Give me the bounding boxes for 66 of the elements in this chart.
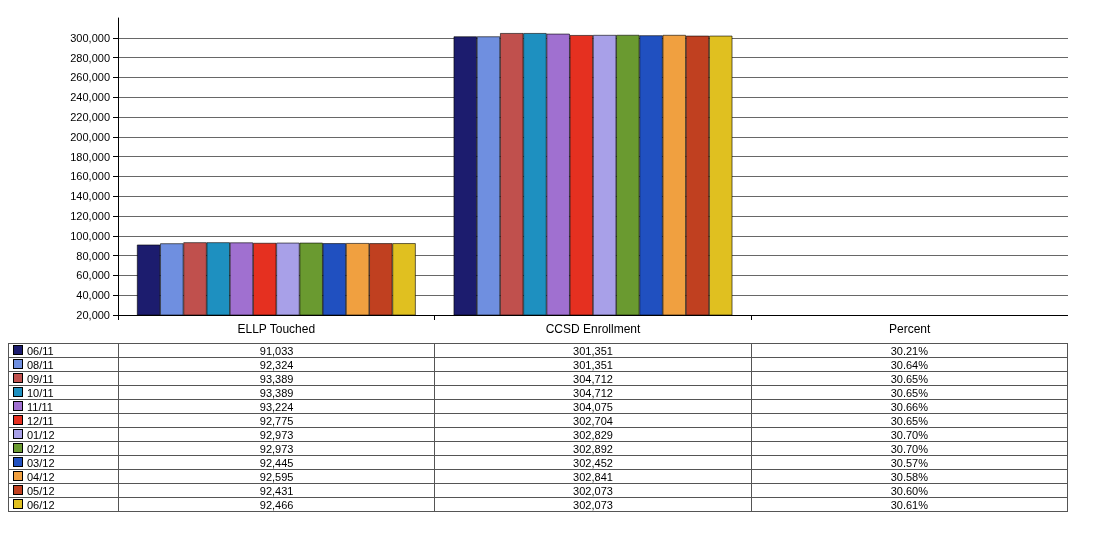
data-label: 92,775 (118, 413, 435, 428)
legend-label: 12/11 (8, 413, 119, 428)
text: 30.65% (890, 372, 928, 385)
data-label: 301,351 (434, 343, 752, 358)
text: 30.66% (890, 400, 928, 413)
data-label: 92,973 (118, 441, 435, 456)
y-tick-label: 20,000 (76, 309, 110, 321)
legend-label: 01/12 (8, 427, 119, 442)
y-tick-label: 100,000 (70, 229, 110, 242)
text: 30.61% (890, 498, 928, 511)
data-label: 304,712 (434, 385, 752, 400)
data-label: 302,073 (434, 497, 752, 512)
y-tick-label: 260,000 (70, 71, 110, 84)
y-tick-label: 220,000 (70, 111, 110, 123)
legend-label: 09/11 (8, 371, 119, 386)
text: 30.70% (890, 428, 928, 441)
y-tick-label: 160,000 (70, 170, 110, 183)
y-tick-label: 80,000 (76, 249, 110, 262)
x-tick-label: Percent (888, 322, 932, 336)
y-tick-label: 200,000 (70, 130, 110, 143)
text: 30.60% (890, 484, 928, 497)
data-label: 93,389 (118, 385, 435, 400)
legend-label: 10/11 (8, 385, 119, 400)
text: 30.58% (890, 470, 928, 483)
text: 30.65% (890, 386, 928, 399)
text: 30.21% (890, 344, 928, 357)
text: 30.65% (890, 414, 928, 427)
y-tick-label: 60,000 (76, 269, 110, 282)
data-label: 302,892 (434, 441, 752, 456)
y-tick-label: 240,000 (70, 91, 110, 104)
data-label: 93,224 (118, 399, 435, 414)
legend-label: 08/11 (8, 357, 119, 372)
legend-label: 03/12 (8, 455, 119, 470)
data-label: 302,829 (434, 427, 752, 442)
legend-label: 06/12 (8, 497, 119, 512)
legend-label: 06/11 (8, 343, 119, 358)
data-label: 302,073 (434, 483, 752, 498)
data-label: 304,712 (434, 371, 752, 386)
legend-label: 05/12 (8, 483, 119, 498)
text: 30.64% (890, 358, 928, 371)
data-label: 301,351 (434, 357, 752, 372)
legend-label: 11/11 (8, 399, 119, 414)
data-label: 91,033 (118, 343, 435, 358)
data-label: 92,431 (118, 483, 435, 498)
x-tick-label: CCSD Enrollment (545, 322, 642, 336)
text: 30.70% (890, 442, 928, 455)
data-label: 302,841 (434, 469, 752, 484)
data-label: 302,704 (434, 413, 752, 428)
data-label: 92,324 (118, 357, 435, 372)
data-label: 93,389 (118, 371, 435, 386)
legend-label: 04/12 (8, 469, 119, 484)
data-label: 92,445 (118, 455, 435, 470)
data-label: 92,466 (118, 497, 435, 512)
y-tick-label: 280,000 (70, 51, 110, 64)
data-label: 302,452 (434, 455, 752, 470)
y-tick-label: 40,000 (76, 289, 110, 302)
data-label: 304,075 (434, 399, 752, 414)
y-tick-label: 140,000 (70, 190, 110, 203)
text: 30.57% (890, 456, 928, 469)
y-tick-label: 180,000 (70, 150, 110, 163)
y-tick-label: 120,000 (70, 210, 110, 222)
x-tick-label: ELLP Touched (237, 322, 316, 336)
legend-label: 02/12 (8, 441, 119, 456)
data-label: 92,595 (118, 469, 435, 484)
y-tick-label: 300,000 (70, 31, 110, 44)
data-label: 92,973 (118, 427, 435, 442)
